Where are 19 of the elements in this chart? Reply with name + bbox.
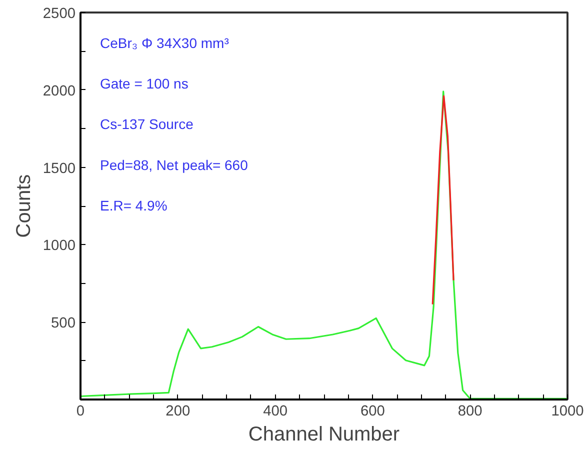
y-tick-label: 2500 xyxy=(42,6,76,22)
x-tick-label: 600 xyxy=(360,404,385,420)
x-tick-label: 1000 xyxy=(551,404,584,420)
x-tick-label: 400 xyxy=(263,404,288,420)
x-tick-label: 200 xyxy=(166,404,190,420)
annotation: CeBr₃ Φ 34X30 mm³ xyxy=(100,34,230,51)
x-tick-label: 800 xyxy=(458,404,482,420)
x-tick-label: 0 xyxy=(76,404,85,420)
y-tick-label: 1000 xyxy=(42,238,76,254)
annotation: Gate = 100 ns xyxy=(100,76,188,92)
y-tick-label: 1500 xyxy=(42,160,76,177)
annotation: Ped=88, Net peak= 660 xyxy=(100,156,248,173)
y-axis-title: Counts xyxy=(12,174,35,238)
line-series xyxy=(432,95,454,306)
x-axis-title: Channel Number xyxy=(248,424,400,446)
y-tick-label: 500 xyxy=(51,316,76,332)
annotation: Cs-137 Source xyxy=(100,116,194,132)
y-tick-label: 2000 xyxy=(42,83,76,100)
annotation: E.R= 4.9% xyxy=(100,198,168,214)
